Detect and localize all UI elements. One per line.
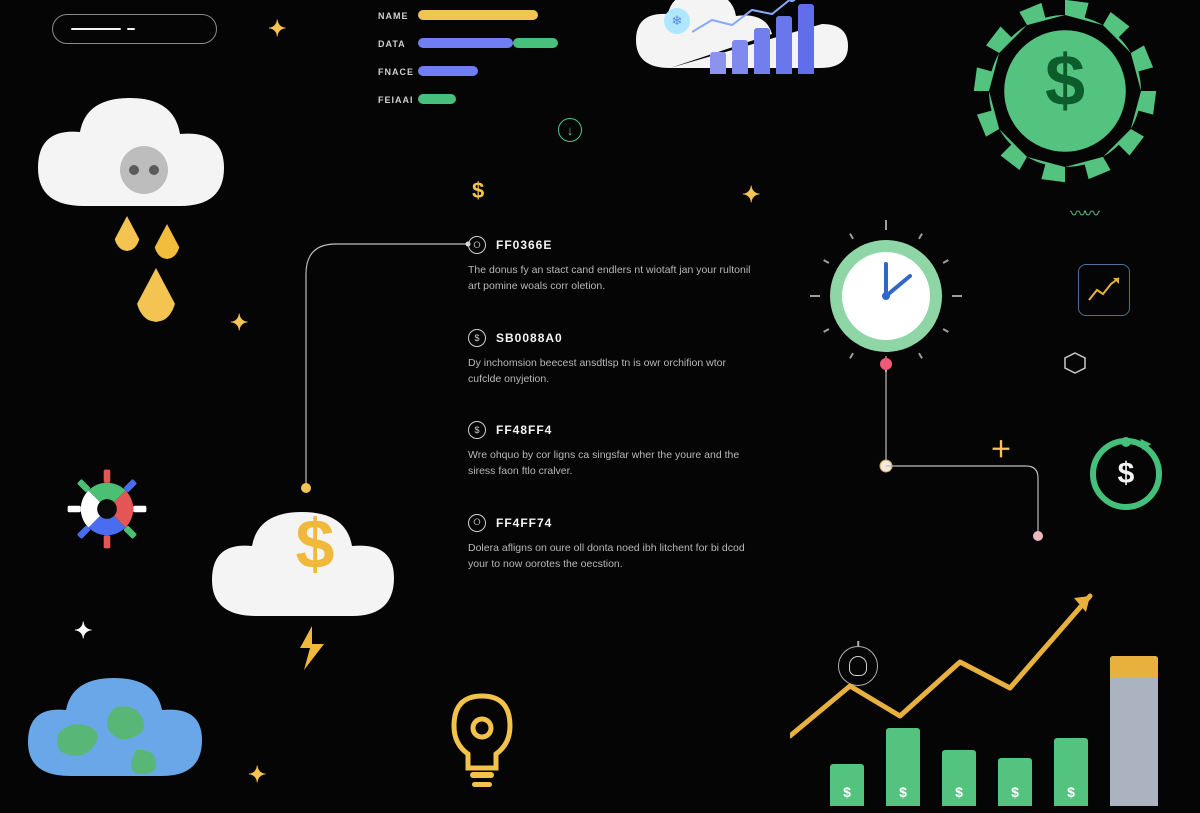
feature-title: FF48FF4 bbox=[496, 423, 552, 437]
dollar-icon: $ bbox=[472, 178, 484, 204]
feature-list: ⭘ FF0366E The donus fy an stact cand end… bbox=[468, 236, 758, 606]
feature-body: Dolera afligns on oure oll donta noed ib… bbox=[468, 540, 758, 573]
progress-label: FNACE bbox=[378, 67, 418, 77]
search-pill[interactable] bbox=[52, 14, 217, 44]
gear-dollar-badge: $ bbox=[970, 0, 1160, 191]
multicolor-gear-icon bbox=[66, 468, 148, 555]
progress-label: NAME bbox=[378, 11, 418, 21]
feature-item: $ SB0088A0 Dy inchomsion beecest ansdtls… bbox=[468, 329, 758, 388]
feature-icon: ⭘ bbox=[468, 514, 486, 532]
dollar-icon: $ bbox=[1118, 457, 1135, 491]
feature-item: ⭘ FF0366E The donus fy an stact cand end… bbox=[468, 236, 758, 295]
dollar-icon: $ bbox=[970, 0, 1160, 166]
plus-icon: ✦ bbox=[74, 618, 92, 644]
download-button[interactable]: ↓ bbox=[558, 118, 582, 142]
dollar-icon: $ bbox=[1011, 784, 1019, 800]
progress-row: DATA bbox=[378, 34, 558, 52]
hexagon-icon bbox=[1064, 352, 1086, 374]
feature-body: Dy inchomsion beecest ansdtlsp tn is owr… bbox=[468, 355, 758, 388]
progress-row: FNACE bbox=[378, 62, 558, 80]
progress-row: NAME bbox=[378, 6, 558, 24]
chart-bar bbox=[710, 52, 726, 74]
wave-icon: 〰〰 bbox=[1070, 200, 1098, 224]
progress-label: DATA bbox=[378, 39, 418, 49]
dollar-icon: $ bbox=[1067, 784, 1075, 800]
connector-line bbox=[296, 238, 476, 498]
dollar-icon: $ bbox=[899, 784, 907, 800]
progress-label: FEIAAI bbox=[378, 95, 418, 105]
feature-icon: $ bbox=[468, 421, 486, 439]
dollar-cloud-icon: $ bbox=[200, 486, 430, 691]
earth-cloud-icon bbox=[18, 668, 228, 813]
progress-segment bbox=[513, 38, 558, 48]
timeline-path bbox=[876, 356, 1056, 566]
progress-segment bbox=[418, 94, 456, 104]
cloud-barchart: ❄ bbox=[620, 0, 860, 115]
feature-item: ⭘ FF4FF74 Dolera afligns on oure oll don… bbox=[468, 514, 758, 573]
pill-dash-2 bbox=[127, 28, 135, 30]
progress-block: NAME DATA FNACE FEIAAI bbox=[378, 6, 558, 118]
dollar-icon: $ bbox=[843, 784, 851, 800]
sparkle-icon: ✦ bbox=[230, 310, 248, 336]
lightbulb-icon bbox=[442, 692, 522, 807]
progress-segment bbox=[418, 10, 538, 20]
chart-bar: $ bbox=[1054, 738, 1088, 806]
sparkle-icon: ✦ bbox=[742, 182, 760, 208]
chart-bar: $ bbox=[942, 750, 976, 806]
pill-dash-1 bbox=[71, 28, 121, 30]
progress-segment bbox=[418, 38, 513, 48]
feature-icon: ⭘ bbox=[468, 236, 486, 254]
coin-ring-icon: $ bbox=[1090, 438, 1162, 510]
feature-body: The donus fy an stact cand endlers nt wi… bbox=[468, 262, 758, 295]
dollar-icon: $ bbox=[200, 504, 430, 584]
sparkle-icon: ✦ bbox=[248, 762, 266, 788]
feature-icon: $ bbox=[468, 329, 486, 347]
feature-body: Wre ohquo by cor ligns ca singsfar wher … bbox=[468, 447, 758, 480]
growth-arrow bbox=[790, 576, 1150, 746]
cloud-chart-badge-icon: ❄ bbox=[664, 8, 690, 34]
progress-row: FEIAAI bbox=[378, 90, 558, 108]
trend-icon bbox=[1078, 264, 1130, 316]
growth-chart: $ $ $ $ $ bbox=[830, 636, 1190, 806]
dollar-icon: $ bbox=[955, 784, 963, 800]
feature-title: FF0366E bbox=[496, 238, 552, 252]
sparkle-icon: ✦ bbox=[268, 16, 286, 42]
feature-title: SB0088A0 bbox=[496, 331, 563, 345]
feature-title: FF4FF74 bbox=[496, 516, 552, 530]
chart-bar: $ bbox=[998, 758, 1032, 806]
feature-item: $ FF48FF4 Wre ohquo by cor ligns ca sing… bbox=[468, 421, 758, 480]
progress-segment bbox=[418, 66, 478, 76]
